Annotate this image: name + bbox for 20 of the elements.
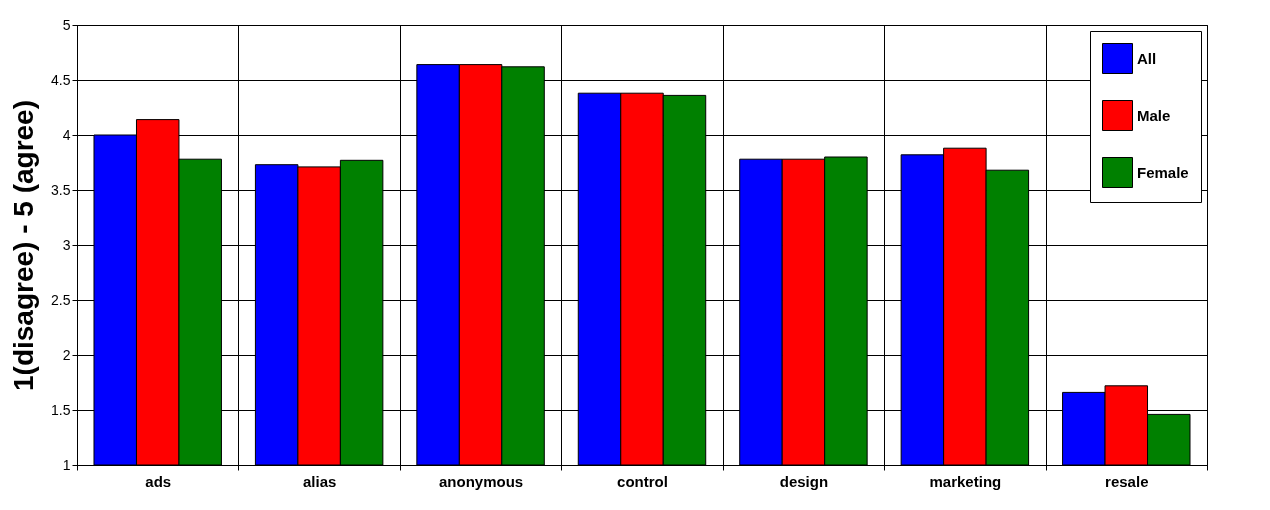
legend-label: All (1137, 49, 1157, 67)
legend-label: Female (1137, 163, 1189, 181)
x-tick-label: marketing (929, 472, 1002, 490)
y-tick-label: 4.5 (51, 71, 71, 88)
y-tick-label: 5 (62, 16, 71, 33)
y-tick-label: 1 (62, 456, 71, 473)
y-tick-label: 1.5 (51, 401, 71, 418)
x-tick-label: resale (1105, 472, 1149, 490)
y-axis-title: 1(disagree) - 5 (agree) (8, 100, 40, 391)
x-tick-label: anonymous (438, 472, 524, 490)
x-tick-label: ads (145, 472, 172, 490)
y-tick-label: 3 (62, 236, 71, 253)
y-tick-label: 4 (62, 126, 71, 143)
y-tick-label: 2 (62, 346, 71, 363)
x-tick-label: design (779, 472, 829, 490)
y-tick-label: 2.5 (51, 291, 71, 308)
x-tick-label: alias (302, 472, 337, 490)
x-tick-label: control (617, 472, 668, 490)
y-tick-label: 3.5 (51, 181, 71, 198)
legend-label: Male (1137, 106, 1171, 124)
